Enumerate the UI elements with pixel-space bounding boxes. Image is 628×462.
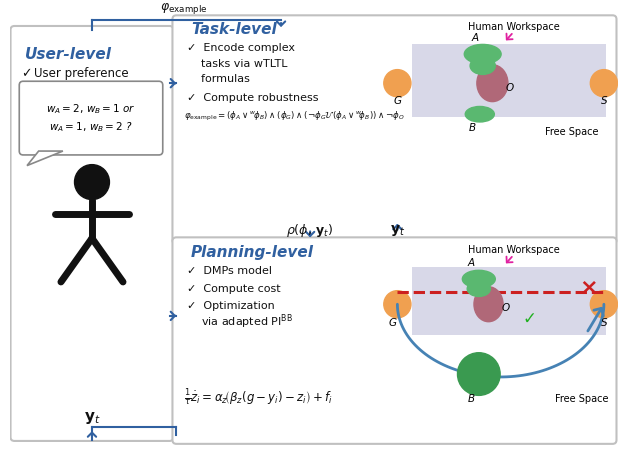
Text: ✓  Compute robustness: ✓ Compute robustness <box>187 93 318 103</box>
Text: Free Space: Free Space <box>545 127 598 137</box>
Ellipse shape <box>467 281 490 297</box>
Text: via adapted PI$^{\rm BB}$: via adapted PI$^{\rm BB}$ <box>187 312 293 331</box>
FancyBboxPatch shape <box>173 237 617 444</box>
FancyBboxPatch shape <box>11 26 173 441</box>
Text: Free Space: Free Space <box>555 394 609 404</box>
Text: $\varphi_{\rm example}{=}(\phi_A\vee^w\!\phi_B)\wedge(\phi_G)\wedge(\neg\phi_G\m: $\varphi_{\rm example}{=}(\phi_A\vee^w\!… <box>184 109 405 123</box>
Text: ✓  Encode complex: ✓ Encode complex <box>187 43 295 53</box>
Text: formulas: formulas <box>187 74 250 84</box>
Text: Human Workspace: Human Workspace <box>468 245 560 255</box>
Text: A: A <box>472 33 479 43</box>
Ellipse shape <box>474 287 503 322</box>
Text: User-level: User-level <box>25 47 112 61</box>
Circle shape <box>384 291 411 318</box>
Text: G: G <box>389 318 396 328</box>
Text: $\varphi_{\rm example}$: $\varphi_{\rm example}$ <box>160 1 208 16</box>
Text: $\checkmark$: $\checkmark$ <box>522 309 535 327</box>
Text: ✓  Optimization: ✓ Optimization <box>187 301 274 311</box>
Circle shape <box>457 353 500 395</box>
Ellipse shape <box>465 106 494 122</box>
FancyBboxPatch shape <box>173 15 617 244</box>
Circle shape <box>384 70 411 97</box>
Text: Planning-level: Planning-level <box>191 245 314 261</box>
Text: B: B <box>468 123 475 133</box>
Text: G: G <box>393 96 401 106</box>
Circle shape <box>590 291 617 318</box>
Text: Task-level: Task-level <box>191 22 276 37</box>
Text: O: O <box>506 83 514 93</box>
Ellipse shape <box>470 57 495 74</box>
Text: $\mathbf{y}_t$: $\mathbf{y}_t$ <box>84 410 100 426</box>
FancyBboxPatch shape <box>412 44 606 117</box>
Ellipse shape <box>477 65 508 102</box>
Ellipse shape <box>462 270 495 288</box>
Text: S: S <box>600 318 607 328</box>
Text: ✓  DMPs model: ✓ DMPs model <box>187 266 272 276</box>
Text: tasks via wTLTL: tasks via wTLTL <box>187 59 288 69</box>
Text: A: A <box>467 257 475 267</box>
Ellipse shape <box>464 44 501 64</box>
Text: B: B <box>467 394 475 404</box>
Polygon shape <box>27 151 63 165</box>
Text: $w_A=1,\,w_B=2$ ?: $w_A=1,\,w_B=2$ ? <box>49 120 133 134</box>
FancyBboxPatch shape <box>19 81 163 155</box>
Circle shape <box>590 70 617 97</box>
Text: ✓: ✓ <box>21 67 31 80</box>
Text: ✓  Compute cost: ✓ Compute cost <box>187 284 281 294</box>
Text: O: O <box>502 303 510 313</box>
Text: $\frac{1}{\tau}\dot{z}_i=\alpha_z\!\left(\beta_z(g-y_i)-z_i\right)+f_i$: $\frac{1}{\tau}\dot{z}_i=\alpha_z\!\left… <box>184 388 333 408</box>
Text: Human Workspace: Human Workspace <box>468 22 560 32</box>
Text: $\mathbf{y}_t$: $\mathbf{y}_t$ <box>390 223 405 238</box>
Text: $\rho(\phi,\,\mathbf{y}_t)$: $\rho(\phi,\,\mathbf{y}_t)$ <box>286 222 334 239</box>
Circle shape <box>75 164 109 200</box>
Text: User preference: User preference <box>34 67 129 80</box>
Text: $w_A=2,\,w_B=1$ or: $w_A=2,\,w_B=1$ or <box>46 103 136 116</box>
Text: S: S <box>600 96 607 106</box>
FancyBboxPatch shape <box>412 267 606 335</box>
Text: $\mathbf{\times}$: $\mathbf{\times}$ <box>580 279 597 299</box>
